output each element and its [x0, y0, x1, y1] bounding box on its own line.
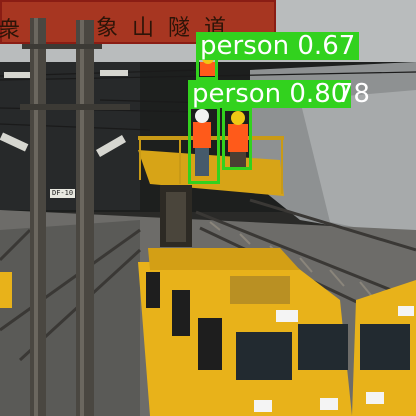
catenary-pole-right	[76, 20, 94, 416]
detection-score: 0.78	[338, 80, 370, 108]
worker-right	[228, 111, 248, 170]
work-platform	[138, 150, 284, 196]
insulators	[0, 70, 128, 157]
detection-label-person-left: person 0.80	[188, 79, 352, 109]
detection-score: 0.67	[297, 31, 356, 61]
detection-class: person	[200, 31, 290, 61]
detection-class: person	[192, 79, 282, 109]
tunnel-sign-partial-glyph: 衆	[0, 18, 21, 43]
pole-number-tag: DF-10	[50, 189, 76, 198]
detection-label-person-right: 0.78	[338, 80, 398, 108]
detection-box-person-right	[222, 108, 252, 170]
detection-box-person-left	[188, 106, 220, 184]
detection-score: 0.80	[289, 79, 348, 109]
detection-label-person-top: person 0.67	[196, 31, 360, 61]
cab-windshield-left	[236, 332, 292, 380]
cab-windshield-right	[298, 324, 348, 370]
left-edge-car	[0, 272, 12, 308]
worker-left	[193, 109, 211, 176]
